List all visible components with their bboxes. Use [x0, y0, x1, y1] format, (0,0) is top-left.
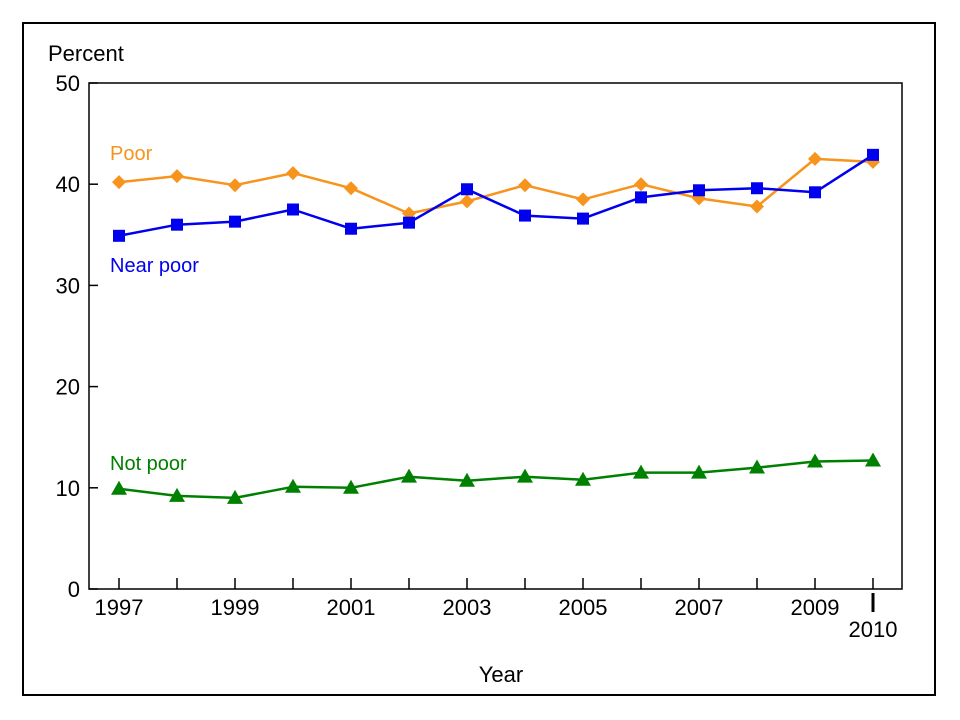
data-point-triangle — [227, 489, 243, 504]
data-point-square — [287, 203, 299, 216]
data-point-square — [577, 212, 589, 225]
y-tick-label: 50 — [56, 71, 80, 96]
data-point-triangle — [633, 464, 649, 479]
data-point-triangle — [575, 471, 591, 486]
series-not-poor — [111, 452, 881, 504]
data-point-triangle — [169, 487, 185, 502]
data-point-triangle — [111, 480, 127, 495]
data-point-triangle — [285, 478, 301, 493]
data-point-square — [519, 209, 531, 222]
data-point-square — [635, 191, 647, 204]
y-tick-label: 30 — [56, 273, 80, 298]
series-line — [118, 157, 874, 215]
series-label-poor: Poor — [110, 143, 153, 165]
x-tick-label: 2007 — [675, 595, 724, 620]
plot-area — [88, 82, 903, 590]
series-near-poor — [113, 148, 879, 242]
data-point-diamond — [750, 199, 764, 214]
y-tick-label: 0 — [68, 577, 80, 602]
series-line — [118, 153, 874, 238]
y-tick-label: 10 — [56, 476, 80, 501]
y-tick-label: 20 — [56, 375, 80, 400]
chart-frame — [22, 22, 936, 696]
data-point-square — [403, 216, 415, 229]
x-tick-label: 2010 — [849, 617, 898, 642]
series-layer — [111, 148, 881, 504]
data-point-diamond — [576, 192, 590, 207]
data-point-diamond — [170, 169, 184, 184]
data-point-triangle — [691, 464, 707, 479]
data-point-triangle — [517, 468, 533, 483]
y-axis: 0 10 20 30 40 50 — [56, 71, 98, 602]
data-point-diamond — [634, 177, 648, 192]
data-point-square — [751, 182, 763, 195]
data-point-triangle — [749, 459, 765, 474]
x-tick-label: 2003 — [443, 595, 492, 620]
x-tick-label: 2005 — [559, 595, 608, 620]
series-label-near-poor: Near poor — [110, 255, 199, 277]
series-label-not-poor: Not poor — [110, 453, 187, 475]
data-point-square — [461, 183, 473, 196]
data-point-square — [171, 218, 183, 231]
data-point-diamond — [518, 178, 532, 193]
data-point-diamond — [344, 181, 358, 196]
x-axis: 1997 1999 2001 2003 2005 2007 2009 2010 — [95, 578, 898, 642]
data-point-square — [345, 222, 357, 235]
data-point-diamond — [228, 178, 242, 193]
series-poor — [112, 151, 880, 221]
data-point-triangle — [343, 479, 359, 494]
y-axis-label: Percent — [48, 41, 124, 66]
data-point-square — [867, 148, 879, 161]
series-line — [118, 459, 874, 500]
data-point-triangle — [401, 468, 417, 483]
x-axis-label: Year — [479, 662, 523, 687]
data-point-diamond — [460, 194, 474, 209]
data-point-triangle — [865, 452, 881, 467]
data-point-diamond — [808, 151, 822, 166]
x-tick-label: 1997 — [95, 595, 144, 620]
data-point-square — [809, 186, 821, 199]
data-point-square — [229, 215, 241, 228]
data-point-diamond — [286, 166, 300, 181]
data-point-square — [693, 184, 705, 197]
x-tick-label: 2009 — [791, 595, 840, 620]
data-point-triangle — [459, 472, 475, 487]
data-point-diamond — [112, 175, 126, 190]
y-tick-label: 40 — [56, 172, 80, 197]
x-tick-label: 1999 — [211, 595, 260, 620]
data-point-square — [113, 229, 125, 242]
data-point-triangle — [807, 453, 823, 468]
x-tick-label: 2001 — [327, 595, 376, 620]
